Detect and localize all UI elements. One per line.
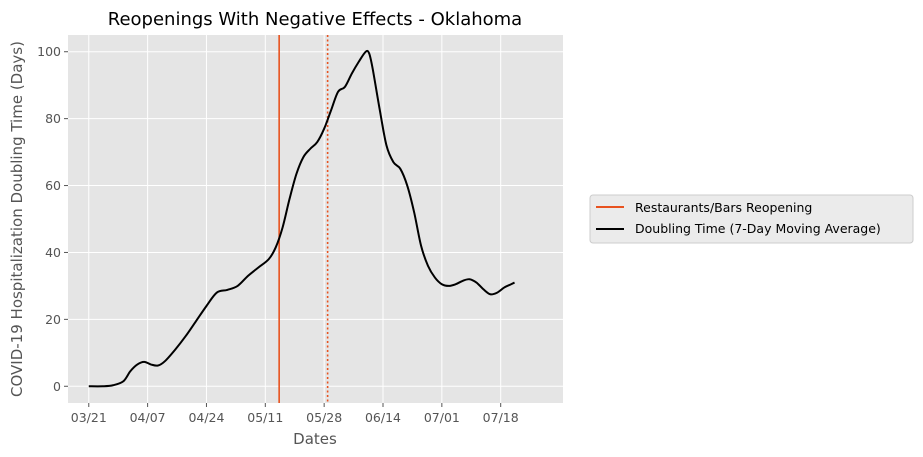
legend: Restaurants/Bars Reopening Doubling Time…	[589, 194, 914, 244]
x-tick-label: 05/11	[247, 410, 283, 425]
chart-title: Reopenings With Negative Effects - Oklah…	[108, 9, 522, 30]
x-tick-label: 07/18	[483, 410, 519, 425]
series-layer	[88, 49, 515, 388]
y-tick-label: 60	[45, 178, 61, 193]
legend-label-doubling-time: Doubling Time (7-Day Moving Average)	[635, 221, 881, 236]
y-tick-label: 40	[45, 245, 61, 260]
y-tick-label: 80	[45, 111, 61, 126]
y-tick-labels: 0 20 40 60 80 100	[37, 44, 68, 394]
x-tick-label: 07/01	[424, 410, 460, 425]
doubling-time-series-line	[88, 49, 515, 388]
y-tick-label: 100	[37, 44, 61, 59]
x-axis-label: Dates	[293, 430, 337, 448]
reopening-markers	[278, 35, 329, 403]
y-axis-label: COVID-19 Hospitalization Doubling Time (…	[8, 41, 26, 397]
x-tick-label: 04/24	[188, 410, 224, 425]
y-tick-label: 0	[53, 379, 61, 394]
x-tick-label: 05/28	[306, 410, 342, 425]
legend-box	[589, 194, 914, 244]
x-tick-label: 03/21	[71, 410, 107, 425]
legend-label-reopening: Restaurants/Bars Reopening	[635, 200, 812, 215]
x-tick-label: 06/14	[365, 410, 401, 425]
x-tick-label: 04/07	[130, 410, 166, 425]
grid	[68, 35, 563, 403]
plot-background	[68, 35, 563, 403]
y-tick-label: 20	[45, 312, 61, 327]
x-tick-labels: 03/21 04/07 04/24 05/11 05/28 06/14 07/01 07/18	[71, 403, 519, 425]
